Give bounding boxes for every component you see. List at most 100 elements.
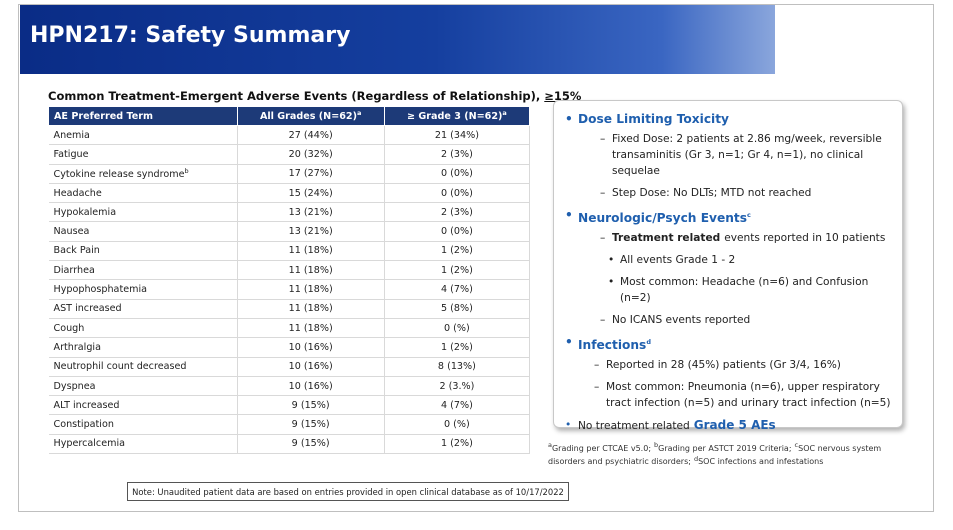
ae-term-cell: ALT increased <box>48 395 238 416</box>
all-grades-cell: 20 (32%) <box>237 144 385 165</box>
item-text: Step Dose: No DLTs; MTD not reached <box>612 187 812 199</box>
grade3-cell: 1 (2%) <box>384 434 531 455</box>
ae-term-cell: Dyspnea <box>48 376 238 397</box>
grade3-cell: 21 (34%) <box>384 125 531 146</box>
ae-term: Hypophosphatemia <box>53 284 148 296</box>
item-text: No ICANS events reported <box>612 314 751 327</box>
column-header-text: AE Preferred Term <box>54 110 153 122</box>
ae-term-cell: Hypophosphatemia <box>48 279 238 300</box>
table-row: Nausea 13 (21%) 0 (0%) <box>48 221 531 242</box>
column-header-text: ≥ Grade 3 (N=62) <box>407 111 503 123</box>
table-row: Dyspnea 10 (16%) 2 (3.%) <box>48 376 531 397</box>
all-grades-cell: 13 (21%) <box>237 221 385 242</box>
footnote-marker: b <box>654 441 659 449</box>
ae-term-cell: Nausea <box>48 221 238 242</box>
column-header: All Grades (N=62)a <box>236 106 385 126</box>
footnote-marker: a <box>548 441 552 449</box>
ae-term-cell: AST increased <box>48 299 238 319</box>
grade3-cell: 0 (0%) <box>384 183 531 204</box>
grade3-cell: 2 (3%) <box>384 144 531 165</box>
item-text: Most common: Headache (n=6) and Confusio… <box>620 276 869 305</box>
item-text: Most common: Pneumonia (n=6), upper resp… <box>606 381 891 410</box>
item-text: Fixed Dose: 2 patients at 2.86 mg/week, … <box>612 133 882 177</box>
heading-text: Neurologic/Psych Events <box>578 211 748 226</box>
table-row: AST increased 11 (18%) 5 (8%) <box>48 299 531 319</box>
all-grades-cell: 17 (27%) <box>237 164 385 184</box>
all-grades-cell: 10 (16%) <box>237 357 385 377</box>
all-grades-cell: 9 (15%) <box>237 395 385 416</box>
table-row: Neutrophil count decreased 10 (16%) 8 (13%… <box>48 357 531 377</box>
grade3-cell: 0 (%) <box>384 414 531 435</box>
footnote-ref: d <box>646 338 651 347</box>
ae-term-cell: Diarrhea <box>48 260 238 281</box>
grade3-cell: 0 (%) <box>384 318 531 339</box>
ae-term: Diarrhea <box>53 264 95 276</box>
panel-item: All events Grade 1 - 2 <box>564 252 892 268</box>
footnote-marker: d <box>693 454 699 463</box>
all-grades-cell: 9 (15%) <box>237 414 385 435</box>
ae-term-cell: Anemia <box>48 125 238 146</box>
ae-term: Back Pain <box>53 245 100 257</box>
ae-term: Dyspnea <box>53 380 96 392</box>
section-heading: Infectionsd <box>564 334 892 353</box>
grade3-cell: 4 (7%) <box>384 395 531 416</box>
panel-item: Reported in 28 (45%) patients (Gr 3/4, 1… <box>564 357 892 373</box>
all-grades-cell: 9 (15%) <box>237 434 385 455</box>
ae-term-cell: Neutrophil count decreased <box>48 357 238 377</box>
column-header: ≥ Grade 3 (N=62)a <box>383 106 531 126</box>
ae-term-cell: Back Pain <box>48 241 238 262</box>
grade3-cell: 0 (0%) <box>384 221 531 242</box>
ae-term: Cytokine release syndrome <box>53 169 185 181</box>
footnote-text: SOC infections and infestations <box>698 457 824 467</box>
table-row: Hypercalcemia 9 (15%) 1 (2%) <box>48 434 531 455</box>
ae-term: Arthralgia <box>53 341 101 353</box>
ae-term-cell: Arthralgia <box>48 337 238 358</box>
ae-table: AE Preferred Term All Grades (N=62)a ≥ Gra… <box>48 106 531 455</box>
all-grades-cell: 27 (44%) <box>237 125 385 146</box>
item-text: events reported in 10 patients <box>724 232 886 245</box>
ae-term: AST increased <box>53 303 122 315</box>
ae-term: ALT increased <box>53 399 120 411</box>
footnote-ref: a <box>356 109 362 118</box>
caption-text: Common Treatment-Emergent Adverse Events… <box>48 89 541 103</box>
table-row: Cough 11 (18%) 0 (%) <box>48 318 531 339</box>
panel-section: Dose Limiting Toxicity Fixed Dose: 2 pati… <box>564 111 892 201</box>
panel-section: Infectionsd Reported in 28 (45%) patients… <box>564 334 892 411</box>
ae-term: Neutrophil count decreased <box>53 361 187 373</box>
item-text: Reported in 28 (45%) patients (Gr 3/4, 1… <box>606 359 841 372</box>
all-grades-cell: 10 (16%) <box>237 337 385 358</box>
ae-term: Nausea <box>53 226 90 238</box>
table-row: Hypophosphatemia 11 (18%) 4 (7%) <box>48 279 531 300</box>
table-row: Constipation 9 (15%) 0 (%) <box>48 414 531 435</box>
table-row: ALT increased 9 (15%) 4 (7%) <box>48 395 531 416</box>
heading-text: Infections <box>578 338 647 353</box>
item-lead: Treatment related <box>612 232 721 245</box>
ae-term-cell: Constipation <box>48 414 238 435</box>
ae-term-cell: Fatigue <box>48 144 238 165</box>
grade3-cell: 0 (0%) <box>384 164 531 184</box>
title-bar: HPN217: Safety Summary <box>20 5 775 74</box>
panel-item: Step Dose: No DLTs; MTD not reached <box>564 185 892 201</box>
ae-term: Hypokalemia <box>53 206 117 218</box>
footnote-ref: b <box>184 167 189 176</box>
footnote-ref: c <box>747 211 751 219</box>
all-grades-cell: 15 (24%) <box>237 183 385 204</box>
item-text: All events Grade 1 - 2 <box>620 254 736 267</box>
closing-text: No treatment related <box>578 420 690 433</box>
footnote-ref: a <box>502 109 507 118</box>
grade3-cell: 2 (3.%) <box>384 376 531 397</box>
table-header: AE Preferred Term All Grades (N=62)a ≥ Gra… <box>48 106 531 126</box>
footnote-text: SOC nervous system disorders and psychia… <box>548 443 882 467</box>
panel-item: Most common: Headache (n=6) and Confusio… <box>564 274 892 306</box>
note-box: Note: Unaudited patient data are based o… <box>127 482 569 501</box>
summary-panel: Dose Limiting Toxicity Fixed Dose: 2 pati… <box>553 100 903 433</box>
section-heading: Dose Limiting Toxicity <box>564 111 892 127</box>
table-row: Fatigue 20 (32%) 2 (3%) <box>48 144 531 165</box>
ae-term-cell: Cytokine release syndromeb <box>48 164 238 184</box>
footnote-marker: c <box>794 441 799 449</box>
all-grades-cell: 11 (18%) <box>237 299 385 319</box>
ae-term-cell: Cough <box>48 318 238 339</box>
all-grades-cell: 10 (16%) <box>237 376 385 397</box>
grade3-cell: 5 (8%) <box>384 299 531 319</box>
